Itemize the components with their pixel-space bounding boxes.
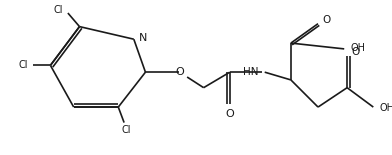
- Text: O: O: [322, 15, 330, 25]
- Text: O: O: [175, 67, 184, 77]
- Text: OH: OH: [350, 43, 365, 53]
- Text: O: O: [351, 47, 359, 57]
- Text: HN: HN: [243, 67, 259, 77]
- Text: O: O: [225, 109, 234, 119]
- Text: Cl: Cl: [18, 60, 28, 70]
- Text: N: N: [139, 33, 147, 43]
- Text: OH: OH: [379, 103, 392, 113]
- Text: Cl: Cl: [53, 5, 63, 15]
- Text: Cl: Cl: [121, 125, 131, 135]
